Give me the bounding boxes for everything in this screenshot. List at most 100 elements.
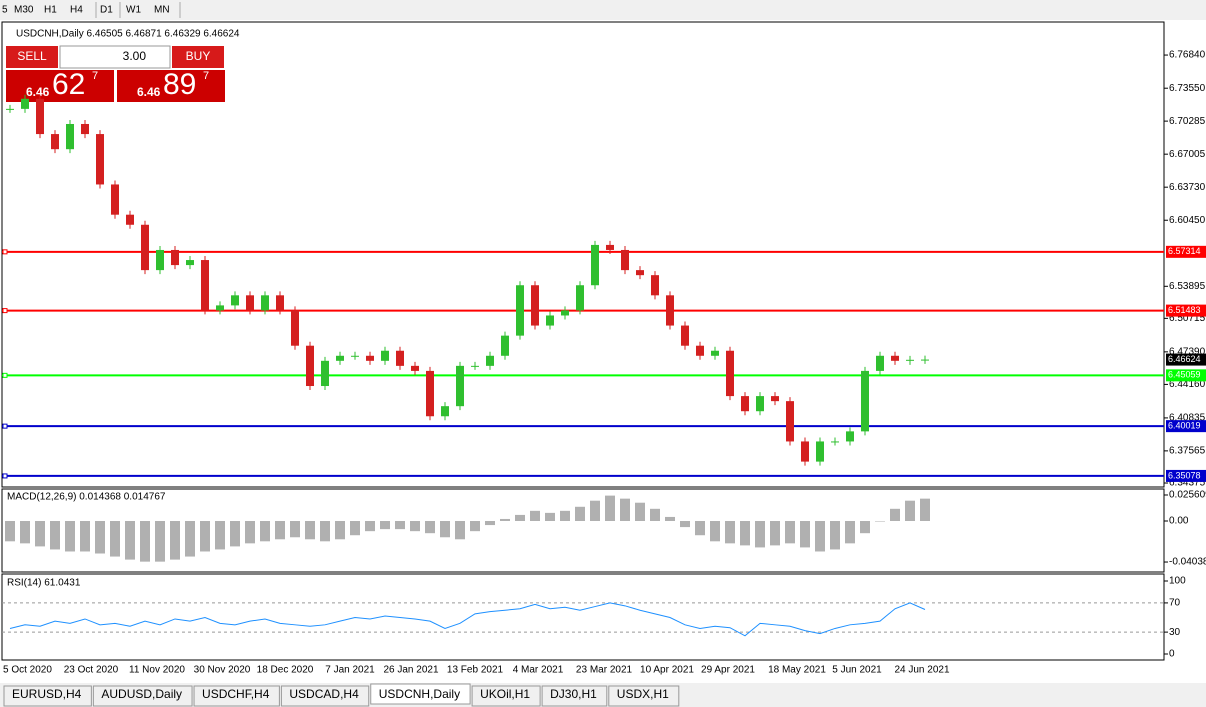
macd-bar (230, 521, 240, 547)
candle (186, 260, 194, 266)
timeframe-button[interactable]: M30 (14, 5, 34, 16)
y-tick-label: 70 (1169, 598, 1181, 609)
timeframe-button[interactable]: MN (154, 5, 170, 16)
level-handle (2, 308, 8, 314)
tab-frame (280, 685, 370, 707)
level-handle (2, 372, 8, 378)
macd-bar (470, 521, 480, 532)
level-handle (2, 423, 8, 429)
timeframe-button[interactable]: H1 (44, 5, 57, 16)
candle (756, 396, 764, 412)
macd-bar (140, 521, 150, 562)
candle (801, 441, 809, 462)
candle (546, 315, 554, 326)
tab-frame (541, 685, 608, 707)
macd-bar (770, 521, 780, 546)
macd-bar (755, 521, 765, 548)
buy-price-box[interactable] (117, 70, 225, 102)
lot-input[interactable] (59, 45, 171, 69)
timeframe-button[interactable]: H4 (70, 5, 83, 16)
level-price-label: 6.40019 (1168, 421, 1201, 431)
macd-bar (800, 521, 810, 548)
candle (831, 441, 839, 443)
symbol-tab[interactable]: USDCAD,H4 (289, 687, 359, 701)
level-price-box (1166, 245, 1206, 258)
candle (786, 401, 794, 442)
macd-bar (380, 521, 390, 530)
sell-price-box[interactable] (6, 70, 114, 102)
symbol-tab[interactable]: USDCHF,H4 (202, 687, 270, 701)
x-tick-label: 23 Oct 2020 (64, 665, 119, 676)
candle (621, 249, 629, 271)
y-tick-label: 100 (1169, 576, 1186, 587)
macd-bar (920, 498, 930, 522)
candle (126, 214, 134, 225)
x-tick-label: 5 Jun 2021 (832, 665, 882, 676)
symbol-tab[interactable]: DJ30,H1 (550, 687, 597, 701)
candle (171, 249, 179, 266)
candle (291, 310, 299, 346)
macd-bar (395, 521, 405, 530)
level-handle (2, 249, 8, 255)
macd-bar (5, 521, 15, 542)
sell-button[interactable] (6, 46, 58, 68)
candle (156, 249, 164, 271)
macd-bar (305, 521, 315, 540)
macd-bar (530, 510, 540, 522)
macd-bar (680, 521, 690, 528)
candle (471, 365, 479, 367)
macd-bar (95, 521, 105, 554)
candle (396, 350, 404, 366)
level-price-box (1166, 369, 1206, 382)
last-price-box (1166, 353, 1206, 366)
y-tick-label: 6.40835 (1169, 413, 1206, 424)
candle (516, 285, 524, 336)
buy-button[interactable] (172, 46, 224, 68)
y-tick-label: 6.60450 (1169, 215, 1206, 226)
x-tick-label: 18 May 2021 (768, 665, 826, 676)
candle (576, 285, 584, 311)
candle (666, 295, 674, 326)
candle (501, 335, 509, 356)
y-tick-label: 30 (1169, 627, 1181, 638)
macd-bar (245, 521, 255, 544)
candle (636, 270, 644, 276)
macd-bar (500, 518, 510, 522)
candle (741, 396, 749, 412)
candle (681, 325, 689, 346)
symbol-tab[interactable]: UKOil,H1 (480, 687, 530, 701)
symbol-tab[interactable]: EURUSD,H4 (12, 687, 82, 701)
timeframe-button[interactable]: 5 (2, 5, 8, 16)
y-tick-label: 0.00 (1169, 516, 1189, 527)
buy-price-big: 6.46 (137, 85, 161, 99)
sell-price-digits: 62 (52, 68, 85, 101)
macd-bar (665, 516, 675, 522)
candle (606, 244, 614, 250)
macd-bar (335, 521, 345, 540)
macd-bar (695, 521, 705, 536)
level-price-box (1166, 420, 1206, 433)
candle (6, 108, 14, 110)
candle (96, 134, 104, 185)
tab-frame (370, 683, 471, 705)
timeframe-button[interactable]: D1 (100, 5, 113, 16)
symbol-tab[interactable]: AUDUSD,Daily (101, 687, 182, 701)
macd-bar (200, 521, 210, 552)
timeframe-button[interactable]: W1 (126, 5, 141, 16)
macd-bar (455, 521, 465, 540)
candle (486, 355, 494, 366)
macd-bar (905, 500, 915, 522)
candle (81, 123, 89, 135)
symbol-tab[interactable]: USDX,H1 (617, 687, 669, 701)
macd-bar (545, 512, 555, 522)
y-tick-label: 6.37565 (1169, 446, 1206, 457)
macd-bar (110, 521, 120, 557)
candle (381, 350, 389, 361)
symbol-tab[interactable]: USDCNH,Daily (379, 687, 460, 701)
x-tick-label: 13 Feb 2021 (447, 665, 504, 676)
candle (771, 396, 779, 402)
candle (246, 295, 254, 311)
rsi-pane (1, 573, 1165, 661)
level-price-label: 6.35078 (1168, 470, 1201, 480)
